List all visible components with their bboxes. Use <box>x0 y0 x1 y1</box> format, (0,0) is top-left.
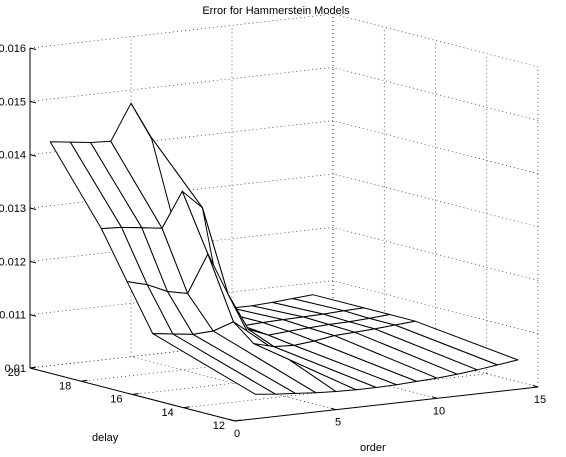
delay-tick-mark <box>234 419 242 422</box>
delay-tick-mark <box>183 406 190 409</box>
delay-tick-label: 12 <box>213 420 225 432</box>
z-tick-label: 0.014 <box>0 150 26 162</box>
delay-tick-mark <box>81 379 88 382</box>
z-tick-mark <box>29 314 37 317</box>
z-tick-label: 0.01 <box>5 363 26 375</box>
delay-tick-label: 20 <box>8 367 20 379</box>
x-axis-label: order <box>360 442 386 454</box>
order-tick-mark <box>431 396 438 399</box>
z-tick-label: 0.012 <box>0 256 26 268</box>
grid-line <box>29 67 334 102</box>
z-tick-label: 0.013 <box>0 203 26 215</box>
delay-tick-mark <box>132 393 139 395</box>
delay-tick-label: 18 <box>59 380 71 392</box>
delay-axis-ticks: 12 14 16 18 20 <box>8 366 242 432</box>
grid-line <box>332 280 539 334</box>
surface-quad <box>394 320 519 366</box>
delay-tick-label: 16 <box>110 394 122 406</box>
delay-tick-label: 14 <box>162 407 174 419</box>
grid-line <box>332 120 539 174</box>
z-tick-mark <box>29 100 37 104</box>
grid-line <box>130 356 337 410</box>
order-axis-line <box>234 386 539 422</box>
z-tick-label: 0.015 <box>0 96 26 108</box>
grid-line <box>29 120 334 155</box>
grid-line <box>332 227 539 281</box>
chart-title: Error for Hammerstein Models <box>202 5 350 17</box>
order-tick-mark <box>229 419 236 422</box>
order-axis-ticks: 0 5 10 15 <box>229 385 546 440</box>
y-axis-label: delay <box>92 432 119 444</box>
order-tick-label: 10 <box>433 405 445 417</box>
z-tick-mark <box>29 207 37 210</box>
order-tick-mark <box>532 385 539 388</box>
z-tick-label: 0.016 <box>0 43 26 55</box>
z-tick-label: 0.011 <box>0 310 26 322</box>
order-tick-label: 5 <box>335 417 341 429</box>
grid-line <box>332 13 539 68</box>
order-tick-mark <box>330 407 337 411</box>
z-tick-mark <box>29 154 37 157</box>
grid-line <box>332 173 539 228</box>
surface-mesh <box>49 102 519 395</box>
grid-line <box>29 13 334 49</box>
delay-tick-mark <box>29 366 37 369</box>
z-tick-mark <box>29 260 37 264</box>
z-tick-mark <box>29 47 37 50</box>
z-axis-ticks: 0.01 0.011 0.012 0.013 0.014 0.015 0.016 <box>0 43 37 375</box>
order-tick-label: 0 <box>234 428 240 440</box>
order-tick-label: 15 <box>534 394 546 406</box>
grid-line <box>332 67 539 121</box>
